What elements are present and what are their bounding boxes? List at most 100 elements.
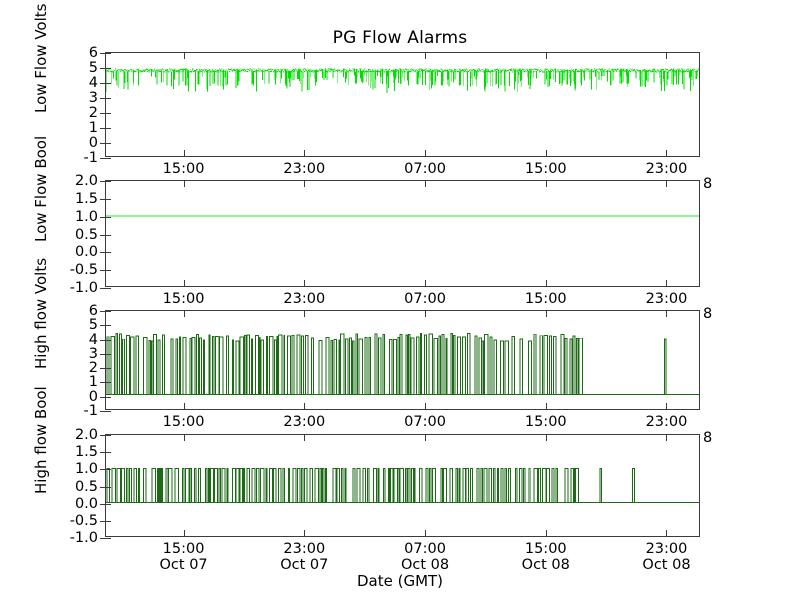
y-tick-mark-inner xyxy=(106,158,111,159)
x-tick-label: 15:00 xyxy=(524,161,567,177)
x-tick-label: 07:00 xyxy=(404,414,446,430)
x-tick-mark xyxy=(666,150,668,156)
x-tick-mark-top xyxy=(425,435,427,441)
y-tick-mark xyxy=(100,469,106,471)
x-tick-mark xyxy=(545,150,547,156)
x-tick-mark xyxy=(545,403,547,409)
y-tick-mark-inner xyxy=(106,435,111,436)
y-tick-label: 1.5 xyxy=(74,190,98,207)
plot-area-high-flow-volts xyxy=(106,311,699,409)
x-tick-mark xyxy=(183,530,185,536)
x-tick-mark-top xyxy=(304,435,306,441)
page-title: PG Flow Alarms xyxy=(332,28,468,48)
y-tick-label: -0.5 xyxy=(69,512,98,529)
y-tick-mark-inner xyxy=(106,368,111,370)
x-tick-label: 07:00 Oct 08 xyxy=(400,541,450,574)
x-tick-mark-top xyxy=(545,435,547,441)
x-tick-label-date: Oct 07 xyxy=(280,557,329,574)
x-tick-label: 15:00 xyxy=(162,291,205,307)
x-tick-mark xyxy=(425,280,427,286)
y-tick-label: -0.5 xyxy=(69,261,98,278)
y-tick-label: 1.0 xyxy=(74,461,98,478)
y-tick-mark-inner xyxy=(106,382,111,384)
right-edge-clipped-label: 8 xyxy=(703,430,713,446)
y-tick-label: 6 xyxy=(88,302,98,319)
x-tick-label: 07:00 xyxy=(404,291,446,307)
x-tick-mark xyxy=(304,280,306,286)
x-tick-label-date: Oct 08 xyxy=(521,557,570,574)
plot-area-low-flow-bool xyxy=(106,181,699,286)
y-tick-mark-inner xyxy=(106,234,111,236)
y-tick-label: 0 xyxy=(88,134,98,151)
x-tick-label: 15:00 xyxy=(524,414,567,430)
subplot-low-flow-bool: Low Flow Bool 8 -1.0 -0.5 0.0 0.5 1.0 1.5 2.0 1… xyxy=(32,136,712,307)
y-tick-label: -1 xyxy=(83,402,98,419)
y-tick-mark xyxy=(100,411,106,412)
y-tick-mark xyxy=(100,234,106,236)
y-tick-label: 2.0 xyxy=(74,426,98,443)
x-tick-label: 23:00 xyxy=(645,414,688,430)
y-tick-mark-inner xyxy=(106,325,111,327)
y-tick-label: 2 xyxy=(88,104,98,121)
y-tick-label: 2.0 xyxy=(74,172,98,189)
y-tick-mark-inner xyxy=(106,311,111,312)
y-tick-mark xyxy=(100,368,106,370)
y-tick-label: 3 xyxy=(88,89,98,106)
axis-label-high-flow-bool: High flow Bool xyxy=(32,386,50,494)
x-tick-mark-top xyxy=(545,181,547,187)
x-tick-mark-top xyxy=(183,181,185,187)
y-tick-mark xyxy=(100,311,106,312)
y-tick-mark-inner xyxy=(106,538,111,539)
y-tick-mark-inner xyxy=(106,98,111,99)
y-tick-mark-inner xyxy=(106,503,111,505)
x-tick-label: 15:00 Oct 08 xyxy=(521,541,570,574)
y-tick-label: -1.0 xyxy=(69,279,98,296)
x-tick-mark-top xyxy=(304,53,306,59)
x-tick-mark-top xyxy=(183,311,185,317)
x-tick-mark-top xyxy=(183,53,185,59)
x-tick-label-date: Oct 08 xyxy=(642,557,691,574)
series-low-flow-bool xyxy=(106,214,699,218)
y-tick-mark xyxy=(100,83,106,84)
y-tick-label: 0.0 xyxy=(74,244,98,261)
plot-area-high-flow-bool xyxy=(106,435,699,536)
axis-label-high-flow-volts: High flow Volts xyxy=(32,257,50,369)
x-tick-label: 23:00 xyxy=(283,291,326,307)
y-tick-mark xyxy=(100,113,106,114)
x-tick-mark-top xyxy=(545,53,547,59)
x-tick-mark-top xyxy=(666,53,668,59)
x-tick-mark-top xyxy=(666,435,668,441)
y-tick-mark xyxy=(100,503,106,505)
y-tick-label: -1.0 xyxy=(69,529,98,546)
x-tick-label: 15:00 Oct 07 xyxy=(159,541,208,574)
x-tick-mark xyxy=(425,530,427,536)
y-tick-mark-inner xyxy=(106,411,111,412)
axis-label-low-flow-volts: Low Flow Volts xyxy=(32,3,50,113)
y-tick-mark-inner xyxy=(106,83,111,84)
y-tick-mark xyxy=(100,98,106,99)
y-tick-mark-inner xyxy=(106,469,111,471)
x-tick-mark-top xyxy=(666,181,668,187)
x-tick-mark xyxy=(304,150,306,156)
y-tick-mark xyxy=(100,353,106,355)
y-tick-mark-inner xyxy=(106,68,111,69)
y-tick-mark-inner xyxy=(106,288,111,289)
x-tick-label: 15:00 xyxy=(162,414,205,430)
axis-label-low-flow-bool: Low Flow Bool xyxy=(32,135,50,242)
y-tick-mark xyxy=(100,216,106,218)
x-tick-label: 23:00 xyxy=(645,291,688,307)
y-tick-mark-inner xyxy=(106,113,111,114)
y-tick-mark xyxy=(100,143,106,144)
y-tick-mark xyxy=(100,128,106,129)
x-tick-label: 23:00 xyxy=(283,161,326,177)
y-tick-label: 1 xyxy=(88,374,98,391)
y-tick-mark-inner xyxy=(106,181,111,182)
y-tick-label: 0.0 xyxy=(74,495,98,512)
y-tick-mark xyxy=(100,325,106,327)
x-tick-mark-top xyxy=(183,435,185,441)
x-tick-label: 23:00 Oct 07 xyxy=(280,541,329,574)
y-tick-mark-inner xyxy=(106,53,111,54)
y-tick-label: 5 xyxy=(88,317,98,334)
x-tick-mark xyxy=(666,530,668,536)
